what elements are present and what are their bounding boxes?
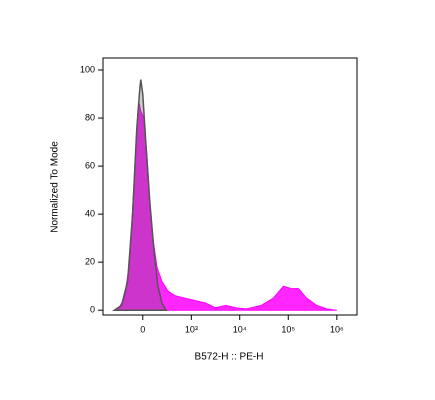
x-tick-label: 10³: [185, 324, 198, 334]
plot-frame: [102, 57, 358, 316]
x-tick-label: 10⁶: [330, 324, 344, 334]
x-axis-title: B572-H :: PE-H: [195, 352, 264, 363]
y-tick-label: 20: [85, 257, 95, 267]
x-tick-label: 0: [140, 324, 145, 334]
x-tick-label: 10⁴: [233, 324, 247, 334]
y-tick-label: 80: [85, 112, 95, 122]
histogram-area: [111, 79, 168, 311]
y-axis-title: Normalized To Mode: [50, 141, 61, 233]
x-tick-label: 10⁵: [281, 324, 295, 334]
y-tick-label: 0: [90, 305, 95, 315]
y-tick-label: 60: [85, 160, 95, 170]
y-tick-label: 100: [80, 64, 95, 74]
y-tick-label: 40: [85, 208, 95, 218]
